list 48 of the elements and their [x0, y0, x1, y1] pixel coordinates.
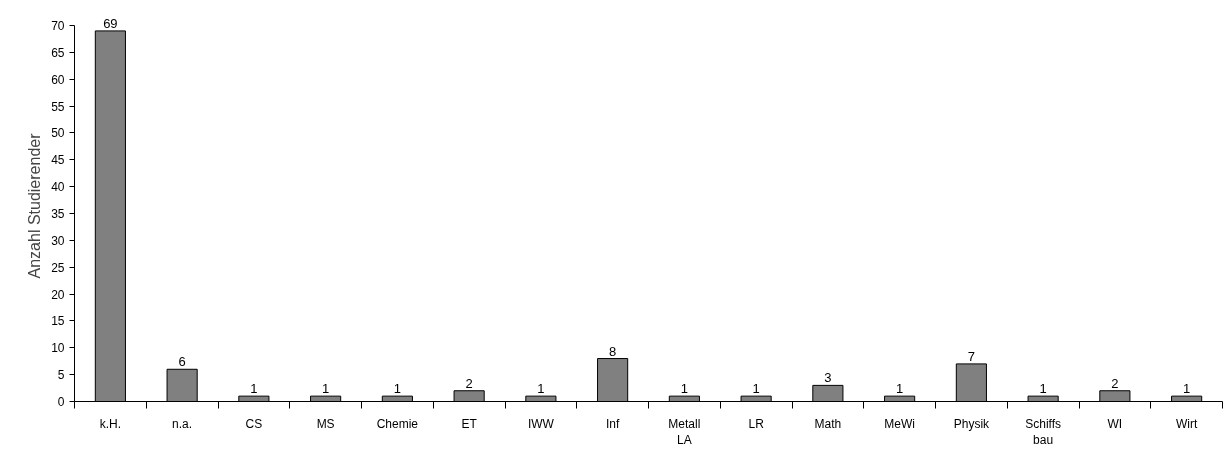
data-label: 2	[465, 375, 473, 391]
y-tick-label: 55	[51, 99, 65, 114]
y-tick-label: 70	[51, 19, 65, 34]
x-tick-label: n.a.	[172, 416, 193, 431]
x-tick-label: LR	[748, 416, 765, 431]
y-tick-label: 5	[57, 368, 65, 383]
y-tick-label: 40	[51, 180, 65, 195]
y-tick-label: 10	[51, 341, 65, 356]
data-label: 8	[609, 343, 617, 359]
x-tick-label: Wirt	[1175, 416, 1198, 431]
x-tick-label: ET	[461, 416, 478, 431]
data-label: 3	[824, 370, 832, 386]
data-label: 1	[896, 381, 904, 397]
y-tick-label: 35	[51, 207, 65, 222]
data-label: 6	[178, 354, 186, 370]
x-tick-label: Chemie	[376, 416, 419, 431]
x-tick-label: MS	[316, 416, 335, 431]
x-tick-label: Physik	[953, 416, 991, 431]
x-tick-label: IWW	[527, 416, 555, 431]
data-label: 1	[537, 381, 545, 397]
y-tick-label: 15	[51, 314, 65, 329]
data-label: 1	[1183, 381, 1191, 397]
data-label: 1	[250, 381, 258, 397]
x-tick-label: Schiffs bau	[1025, 416, 1062, 448]
x-tick-label: k.H.	[99, 416, 122, 431]
x-tick-label: WI	[1107, 416, 1123, 431]
x-tick-label: Math	[814, 416, 842, 431]
y-tick-label: 20	[51, 287, 65, 302]
y-tick-label: 0	[57, 395, 65, 409]
data-label: 7	[967, 348, 975, 364]
data-label: 2	[1111, 375, 1119, 391]
data-label: 69	[103, 15, 118, 31]
y-tick-label: 65	[51, 45, 65, 60]
y-tick-label: 60	[51, 72, 65, 87]
x-tick-label: MeWi	[884, 416, 915, 431]
data-label: 1	[680, 381, 688, 397]
data-label: 1	[322, 381, 330, 397]
y-tick-label: 50	[51, 126, 65, 141]
x-tick-label: Metall LA	[668, 416, 701, 448]
data-label: 1	[393, 381, 401, 397]
x-tick-label: CS	[245, 416, 263, 431]
y-tick-label: 30	[51, 233, 65, 248]
y-tick-label: 45	[51, 153, 65, 168]
data-label: 1	[752, 381, 760, 397]
y-tick-label: 25	[51, 260, 65, 275]
data-label: 1	[1039, 381, 1047, 397]
x-tick-label: Inf	[605, 416, 620, 431]
y-axis-title: Anzahl Studierender	[26, 132, 44, 279]
